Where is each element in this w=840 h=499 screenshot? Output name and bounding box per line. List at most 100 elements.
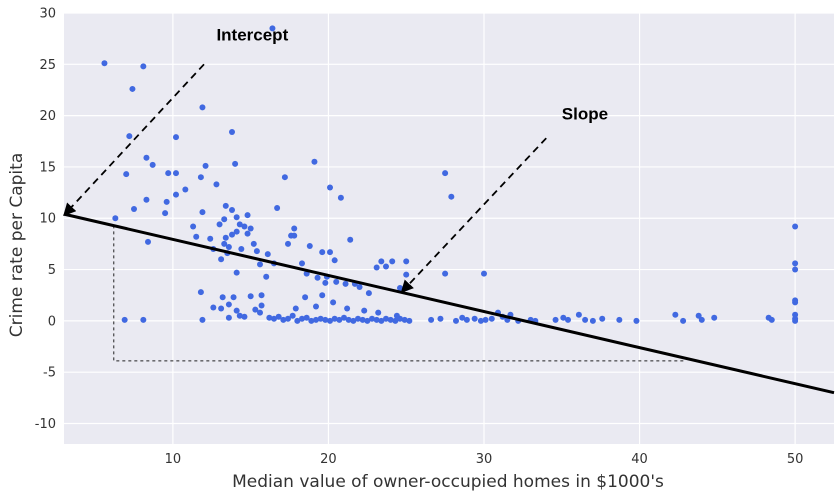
data-point [199, 104, 206, 111]
data-point [303, 314, 310, 321]
data-point [711, 314, 718, 321]
data-point [477, 317, 484, 324]
data-point [101, 60, 108, 67]
data-point [285, 315, 291, 322]
data-point [488, 315, 495, 322]
data-point [428, 316, 435, 323]
data-point [281, 174, 288, 181]
data-point [308, 317, 315, 324]
data-point [314, 274, 321, 281]
data-point [162, 210, 169, 217]
x-tick-label: 30 [476, 452, 493, 467]
data-point [225, 314, 232, 321]
data-point [190, 223, 197, 230]
data-point [575, 311, 582, 318]
data-point [233, 307, 240, 314]
annotation-label: Intercept [216, 26, 288, 45]
data-point [257, 261, 263, 268]
data-point [306, 242, 313, 249]
data-point [197, 289, 204, 296]
y-axis-ticks: -10 -5 0 5 10 15 20 25 30 [35, 7, 56, 432]
data-point [616, 316, 623, 323]
x-tick-label: 10 [165, 452, 182, 467]
data-point [221, 216, 228, 223]
y-tick-label: 5 [48, 263, 56, 278]
data-point [356, 283, 363, 290]
y-tick-label: 15 [39, 160, 56, 175]
data-point [140, 316, 147, 323]
x-tick-label: 50 [787, 452, 804, 467]
data-point [222, 202, 229, 209]
data-point [274, 204, 281, 211]
data-point [392, 317, 399, 324]
data-point [406, 317, 413, 324]
data-point [126, 133, 133, 140]
data-point [258, 302, 265, 309]
regression-line-group [63, 212, 835, 395]
y-tick-label: 10 [39, 212, 56, 227]
data-point [560, 314, 567, 321]
data-point [378, 258, 385, 265]
regression-line [63, 212, 835, 395]
data-point [333, 278, 340, 285]
data-point [680, 317, 687, 324]
data-point [275, 313, 282, 320]
y-tick-label: -5 [43, 366, 56, 381]
data-point [331, 315, 338, 322]
data-point [216, 221, 223, 228]
data-point [387, 316, 394, 323]
data-point [482, 316, 489, 323]
data-point [365, 290, 372, 297]
x-axis-title: Median value of owner-occupied homes in … [232, 472, 664, 492]
data-point [383, 263, 389, 270]
grid-lines [64, 12, 834, 444]
data-point [463, 316, 470, 323]
data-point [582, 316, 589, 323]
x-tick-label: 40 [631, 452, 648, 467]
data-point [140, 63, 147, 70]
data-point [199, 209, 206, 216]
data-point [698, 316, 705, 323]
data-point [236, 312, 243, 319]
y-tick-label: 30 [39, 7, 56, 22]
data-point [373, 264, 380, 271]
plot-area [64, 13, 834, 444]
data-point [222, 234, 229, 241]
x-axis-ticks: 10 20 30 40 50 [165, 452, 804, 467]
data-point [210, 304, 217, 311]
data-point [236, 221, 243, 228]
data-point [355, 315, 361, 322]
data-point [792, 311, 799, 318]
data-point [453, 317, 459, 324]
data-point [792, 260, 799, 267]
x-tick-label: 20 [320, 452, 337, 467]
data-point [322, 279, 329, 286]
data-point [269, 25, 276, 32]
data-point [250, 240, 257, 247]
annotation-label: Slope [562, 105, 608, 124]
data-point [327, 184, 333, 191]
data-point [347, 236, 354, 243]
data-point [197, 174, 204, 181]
y-tick-label: 20 [39, 109, 56, 124]
data-point [233, 228, 240, 235]
data-point [403, 258, 410, 265]
data-point [193, 233, 200, 240]
data-point [173, 170, 179, 177]
data-point [299, 315, 305, 322]
data-point [165, 170, 172, 177]
data-point [481, 270, 487, 277]
data-point [317, 315, 324, 322]
y-axis-title: Crime rate per Capita [7, 153, 27, 337]
data-point [448, 193, 455, 200]
data-point [225, 301, 232, 308]
data-point [565, 316, 571, 323]
data-point [247, 225, 254, 232]
data-point [285, 240, 291, 247]
data-point [207, 235, 214, 242]
data-point [319, 249, 326, 256]
data-point [143, 196, 150, 203]
data-point [633, 317, 640, 324]
data-point [149, 161, 156, 168]
